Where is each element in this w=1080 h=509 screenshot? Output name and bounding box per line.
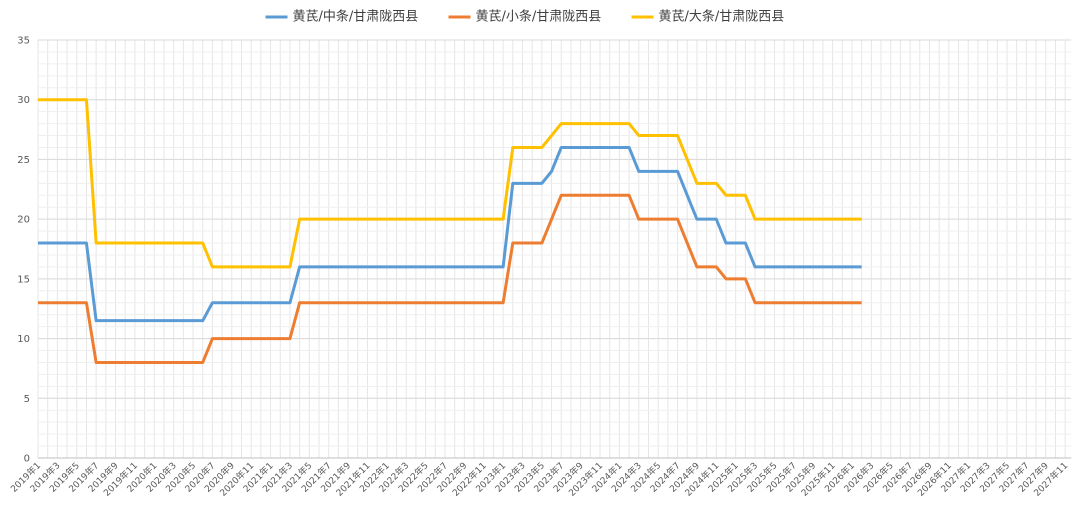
legend-label: 黄芪/小条/甘肃陇西县 (476, 9, 602, 25)
series-line (38, 98, 862, 269)
y-tick-label: 10 (17, 334, 30, 345)
legend: 黄芪/中条/甘肃陇西县 黄芪/小条/甘肃陇西县 黄芪/大条/甘肃陇西县 (265, 9, 785, 25)
y-tick-label: 0 (24, 454, 30, 465)
y-tick-label: 5 (24, 394, 30, 405)
y-tick-label: 35 (17, 36, 30, 47)
series-line (38, 145, 862, 323)
y-tick-label: 25 (17, 155, 30, 166)
legend-label: 黄芪/中条/甘肃陇西县 (293, 9, 419, 25)
series-line (38, 193, 862, 364)
legend-label: 黄芪/大条/甘肃陇西县 (659, 9, 785, 25)
y-tick-label: 30 (17, 95, 30, 106)
y-tick-label: 20 (17, 215, 30, 226)
y-tick-label: 15 (17, 274, 30, 285)
